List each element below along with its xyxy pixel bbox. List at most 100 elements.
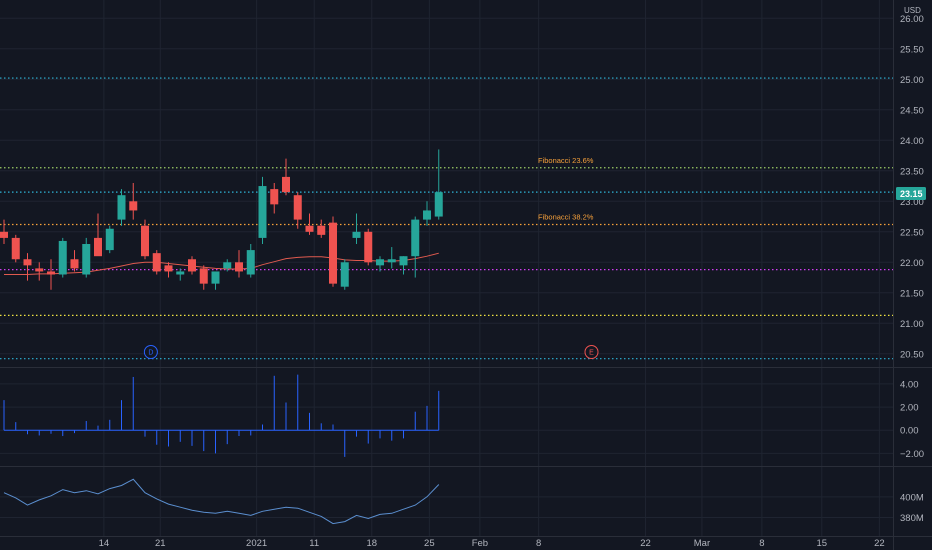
oscillator-tick-label: 400M	[900, 492, 924, 503]
candle	[129, 183, 138, 220]
candle	[11, 234, 20, 263]
candle	[293, 192, 302, 229]
candle-body	[434, 192, 443, 217]
candle	[70, 250, 79, 272]
oscillator-line	[3, 478, 440, 525]
candle-body	[105, 228, 114, 251]
last-price-badge-bg	[896, 187, 926, 200]
price-tick-label: 21.50	[900, 288, 924, 299]
candle	[0, 219, 8, 244]
time-tick-label: 18	[366, 538, 377, 549]
candle-body	[58, 240, 67, 275]
candle-body	[282, 176, 290, 193]
candle-body	[246, 250, 255, 275]
horizontal-levels[interactable]: Fibonacci 23.6% Fibonacci 38.2%	[0, 77, 893, 360]
time-tick-label: 25	[424, 538, 435, 549]
event-marker	[584, 345, 599, 359]
candlesticks[interactable]	[0, 149, 443, 290]
candle-body	[47, 271, 55, 275]
candle	[199, 265, 208, 290]
candle-body	[129, 201, 138, 211]
candle-body	[387, 259, 396, 263]
candle-body	[94, 237, 102, 257]
time-tick-label: 22	[640, 538, 651, 549]
time-tick-label: 8	[536, 538, 541, 549]
candle-body	[423, 210, 431, 220]
candle-body	[223, 262, 232, 269]
fibonacci-label: Fibonacci 23.6%	[538, 156, 594, 165]
price-tick-label: 21.00	[900, 319, 924, 330]
time-tick-label: 22	[874, 538, 885, 549]
candle	[411, 216, 420, 278]
candle-body	[399, 256, 408, 266]
time-tick-label: 2021	[246, 538, 267, 549]
candle	[164, 262, 173, 278]
candle-body	[117, 195, 126, 220]
price-tick-label: 24.50	[900, 105, 924, 116]
candle	[376, 256, 384, 272]
candle-body	[340, 262, 349, 287]
candle	[317, 219, 326, 238]
candle	[94, 213, 102, 257]
histogram-tick-label: 2.00	[900, 403, 919, 414]
candle	[223, 259, 232, 272]
candle-body	[317, 225, 326, 235]
time-tick-label: Mar	[694, 538, 710, 549]
time-axis[interactable]: 14 21 2021 11 18 25 Feb 8 22 Mar 8 15 22	[99, 538, 885, 549]
candle-body	[11, 237, 20, 260]
candle	[340, 259, 349, 290]
price-tick-label: 24.00	[900, 136, 924, 147]
candle	[235, 250, 243, 278]
time-tick-label: 14	[99, 538, 110, 549]
candle	[329, 216, 337, 287]
histogram-tick-label: 4.00	[900, 379, 919, 390]
candle	[82, 237, 91, 278]
candle	[188, 256, 196, 275]
price-tick-label: 20.50	[900, 349, 924, 360]
candle	[47, 259, 55, 290]
candle-body	[35, 268, 44, 272]
price-tick-label: 25.00	[900, 75, 924, 86]
price-axis[interactable]: USD 26.00 25.50 25.00 24.50 24.00 23.50 23.00 2…	[900, 6, 924, 524]
candle-body	[0, 231, 8, 238]
candle	[364, 228, 373, 266]
candle-body	[258, 186, 267, 238]
candle-body	[23, 259, 32, 266]
price-tick-label: 23.00	[900, 197, 924, 208]
candle-body	[293, 195, 302, 220]
candle-body	[141, 225, 149, 257]
candle	[58, 237, 67, 278]
currency-label: USD	[904, 6, 921, 15]
candle	[423, 201, 431, 226]
candle	[305, 213, 314, 235]
candle	[35, 262, 44, 281]
candle-body	[199, 268, 208, 284]
price-tick-label: 23.50	[900, 166, 924, 177]
histogram-tick-label: 0.00	[900, 426, 919, 437]
candle-body	[364, 231, 373, 263]
candle-body	[70, 259, 79, 269]
candle-body	[305, 225, 314, 232]
price-tick-label: 25.50	[900, 44, 924, 55]
candle	[105, 225, 114, 254]
candle-body	[82, 244, 91, 275]
candle	[387, 247, 396, 269]
time-tick-label: Feb	[472, 538, 488, 549]
candle	[258, 176, 267, 244]
candle	[399, 256, 408, 275]
candle	[117, 189, 126, 226]
candle	[176, 268, 185, 281]
candle	[352, 213, 361, 244]
candle	[23, 253, 32, 281]
candle-body	[270, 189, 279, 205]
candle	[152, 250, 161, 275]
candle	[270, 183, 279, 214]
fibonacci-label: Fibonacci 38.2%	[538, 212, 594, 221]
event-marker-label: E	[589, 350, 594, 357]
price-tick-label: 26.00	[900, 14, 924, 25]
candle	[211, 271, 220, 290]
candle-body	[376, 259, 384, 266]
